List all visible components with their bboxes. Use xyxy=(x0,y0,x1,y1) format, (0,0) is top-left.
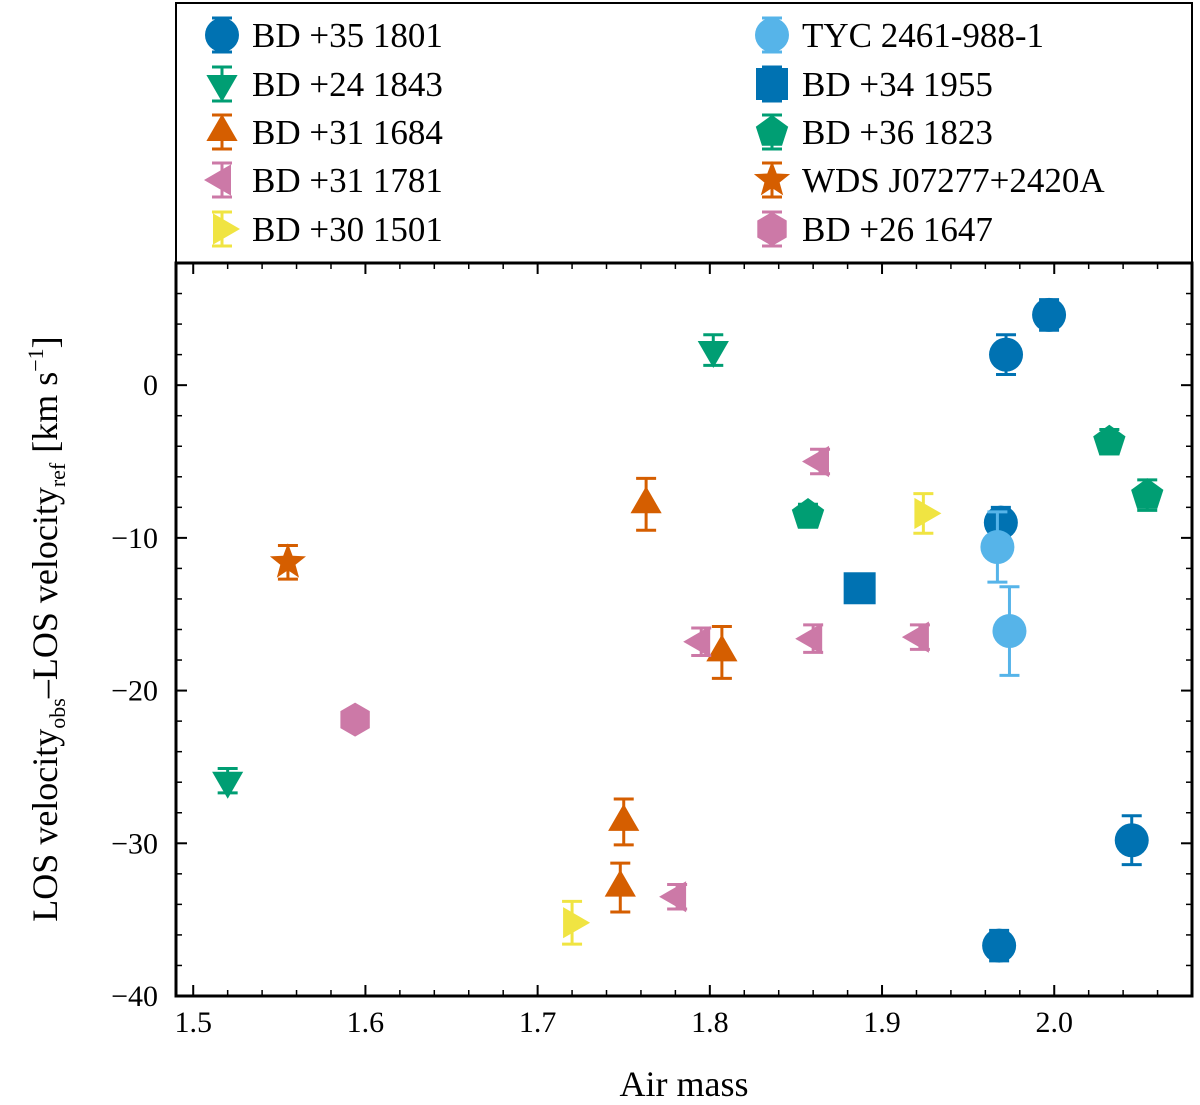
legend-item: BD +35 1801 xyxy=(205,16,443,55)
x-tick-label: 2.0 xyxy=(1035,1006,1073,1039)
y-tick-label: −30 xyxy=(111,827,158,860)
data-point xyxy=(1093,424,1126,456)
legend-marker xyxy=(756,68,788,100)
legend-item: BD +26 1647 xyxy=(757,210,993,249)
legend-label: BD +31 1781 xyxy=(252,161,443,200)
data-point xyxy=(989,337,1024,372)
y-axis-label: LOS velocityobs–LOS velocityref[km s−1] xyxy=(23,336,70,921)
data-point xyxy=(697,341,729,368)
y-label-sub1: obs xyxy=(45,698,70,729)
y-label-unit-exp: −1 xyxy=(23,348,48,371)
legend-marker xyxy=(205,18,239,52)
legend: BD +35 1801 BD +24 1843 BD +31 1684 BD +31 … xyxy=(204,16,1105,249)
x-tick-label: 1.5 xyxy=(174,1006,212,1039)
axis-ticks: 1.5 1.6 1.7 1.8 1.9 2.0 −40 −30 −20 −10 0 xyxy=(111,262,1193,1039)
legend-item: TYC 2461-988-1 xyxy=(755,16,1044,55)
series-6 xyxy=(980,510,1027,677)
svg-text:LOS velocityobs–LOS velocityre: LOS velocityobs–LOS velocityref[km s−1] xyxy=(23,336,70,921)
legend-item: BD +34 1955 xyxy=(756,65,993,104)
legend-item: BD +30 1501 xyxy=(212,210,443,249)
data-point xyxy=(212,771,244,799)
y-label-sub2: ref xyxy=(45,462,70,487)
data-point xyxy=(659,881,687,913)
legend-marker xyxy=(206,75,238,102)
legend-label: TYC 2461-988-1 xyxy=(802,16,1044,55)
data-point xyxy=(1032,297,1067,332)
data-point xyxy=(901,621,929,653)
legend-marker xyxy=(755,18,789,52)
y-label-close-bracket: ] xyxy=(25,336,65,348)
legend-label: BD +26 1647 xyxy=(802,210,993,249)
data-point xyxy=(604,869,636,897)
series-8 xyxy=(791,424,1164,529)
series-10 xyxy=(340,702,370,737)
data-point xyxy=(608,803,640,831)
data-point xyxy=(340,702,370,737)
y-tick-label: −20 xyxy=(111,675,158,708)
x-tick-label: 1.6 xyxy=(347,1006,385,1039)
x-tick-label: 1.7 xyxy=(519,1006,557,1039)
legend-label: BD +30 1501 xyxy=(252,210,443,249)
data-point xyxy=(795,623,823,655)
data-point xyxy=(269,543,306,578)
legend-box xyxy=(175,2,1193,264)
legend-label: BD +35 1801 xyxy=(252,16,443,55)
legend-label: BD +36 1823 xyxy=(802,113,993,152)
legend-marker xyxy=(755,115,789,146)
y-tick-label: 0 xyxy=(143,369,158,402)
data-point xyxy=(1114,823,1149,858)
series-5 xyxy=(562,492,942,946)
legend-label: BD +24 1843 xyxy=(252,65,443,104)
series-7 xyxy=(843,572,876,605)
legend-label: BD +31 1684 xyxy=(252,113,443,152)
legend-item: BD +24 1843 xyxy=(206,65,443,104)
legend-marker xyxy=(204,164,231,196)
data-point xyxy=(630,486,662,514)
legend-item: WDS J07277+2420A xyxy=(753,161,1105,200)
data-point xyxy=(791,498,825,529)
legend-item: BD +31 1684 xyxy=(206,113,443,152)
y-label-part2: LOS velocity xyxy=(25,487,65,680)
data-point xyxy=(843,572,876,605)
data-point xyxy=(980,530,1015,565)
y-tick-label: −40 xyxy=(111,980,158,1013)
legend-marker xyxy=(753,161,791,196)
x-axis-label: Air mass xyxy=(620,1064,749,1104)
series-3 xyxy=(604,476,738,914)
data-point xyxy=(914,497,942,529)
data-point xyxy=(563,907,591,939)
legend-marker xyxy=(757,212,787,246)
y-label-part1: LOS velocity xyxy=(25,729,65,922)
y-label-open-bracket: [ xyxy=(25,441,65,453)
legend-item: BD +31 1781 xyxy=(204,161,443,200)
series-9 xyxy=(269,543,306,581)
data-point xyxy=(683,626,711,658)
series-4 xyxy=(659,445,930,913)
data-point xyxy=(992,614,1027,649)
data-point xyxy=(706,634,738,662)
series-1 xyxy=(982,297,1149,963)
y-tick-label: −10 xyxy=(111,522,158,555)
y-label-dash: – xyxy=(25,679,65,699)
x-tick-label: 1.9 xyxy=(863,1006,901,1039)
legend-marker xyxy=(213,213,240,245)
data-point xyxy=(1131,478,1164,509)
data-markers xyxy=(212,297,1164,963)
legend-label: WDS J07277+2420A xyxy=(802,161,1105,200)
legend-label: BD +34 1955 xyxy=(802,65,993,104)
legend-marker xyxy=(206,114,238,141)
series-2 xyxy=(212,333,729,799)
x-tick-label: 1.8 xyxy=(691,1006,729,1039)
y-label-unit: km s xyxy=(25,372,65,441)
data-point xyxy=(802,445,829,478)
legend-item: BD +36 1823 xyxy=(755,113,993,152)
data-point xyxy=(982,928,1017,963)
